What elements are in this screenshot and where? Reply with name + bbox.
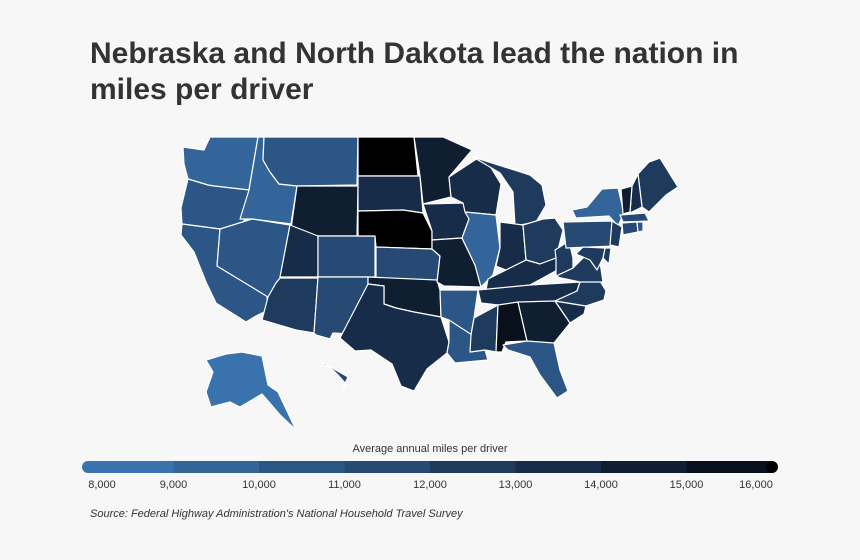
state-nd — [357, 136, 419, 177]
legend-swatch — [515, 461, 602, 473]
color-scale-legend: 8,000 9,000 10,000 11,000 12,000 13,000 14,000… — [82, 461, 778, 491]
state-ks — [375, 246, 441, 283]
state-il — [461, 211, 501, 288]
state-ma — [619, 212, 650, 223]
source-note: Source: Federal Highway Administration's… — [90, 508, 463, 520]
state-nj — [609, 220, 623, 248]
legend-tick-label: 9,000 — [160, 479, 188, 491]
state-me — [637, 157, 679, 213]
legend-tick-label: 13,000 — [499, 479, 533, 491]
legend-bar-cap — [766, 461, 778, 473]
state-nc — [554, 280, 607, 307]
legend-bar-cap — [82, 461, 94, 473]
legend-title: Average annual miles per driver — [352, 443, 508, 455]
legend-tick-label: 11,000 — [328, 479, 361, 491]
state-pa — [562, 220, 616, 249]
legend-tick-label: 12,000 — [413, 479, 447, 491]
legend-swatch — [88, 461, 174, 473]
legend-tick-label: 14,000 — [584, 479, 618, 491]
state-ri — [636, 221, 644, 233]
state-co — [317, 235, 376, 278]
us-choropleth-map — [180, 136, 679, 431]
legend-tick-label: 8,000 — [88, 479, 116, 491]
chart-title: Nebraska and North Dakota lead the natio… — [90, 37, 739, 106]
state-ak — [205, 351, 297, 431]
state-ny — [571, 187, 625, 227]
legend-swatch — [430, 461, 516, 473]
state-mt — [262, 136, 359, 187]
legend-tick-label: 16,000 — [739, 479, 773, 491]
state-vt — [620, 185, 633, 215]
state-ct — [621, 221, 639, 236]
legend-swatch — [601, 461, 687, 473]
legend-swatch — [344, 461, 431, 473]
state-hi — [321, 361, 349, 389]
state-fl — [502, 340, 569, 399]
legend-tick-label: 10,000 — [242, 479, 276, 491]
legend-swatch — [259, 461, 345, 473]
legend-swatch — [173, 461, 260, 473]
state-md — [575, 246, 606, 271]
state-tx — [339, 283, 450, 392]
state-sd — [357, 175, 424, 214]
legend-tick-label: 15,000 — [670, 479, 704, 491]
legend-swatch — [686, 461, 773, 473]
